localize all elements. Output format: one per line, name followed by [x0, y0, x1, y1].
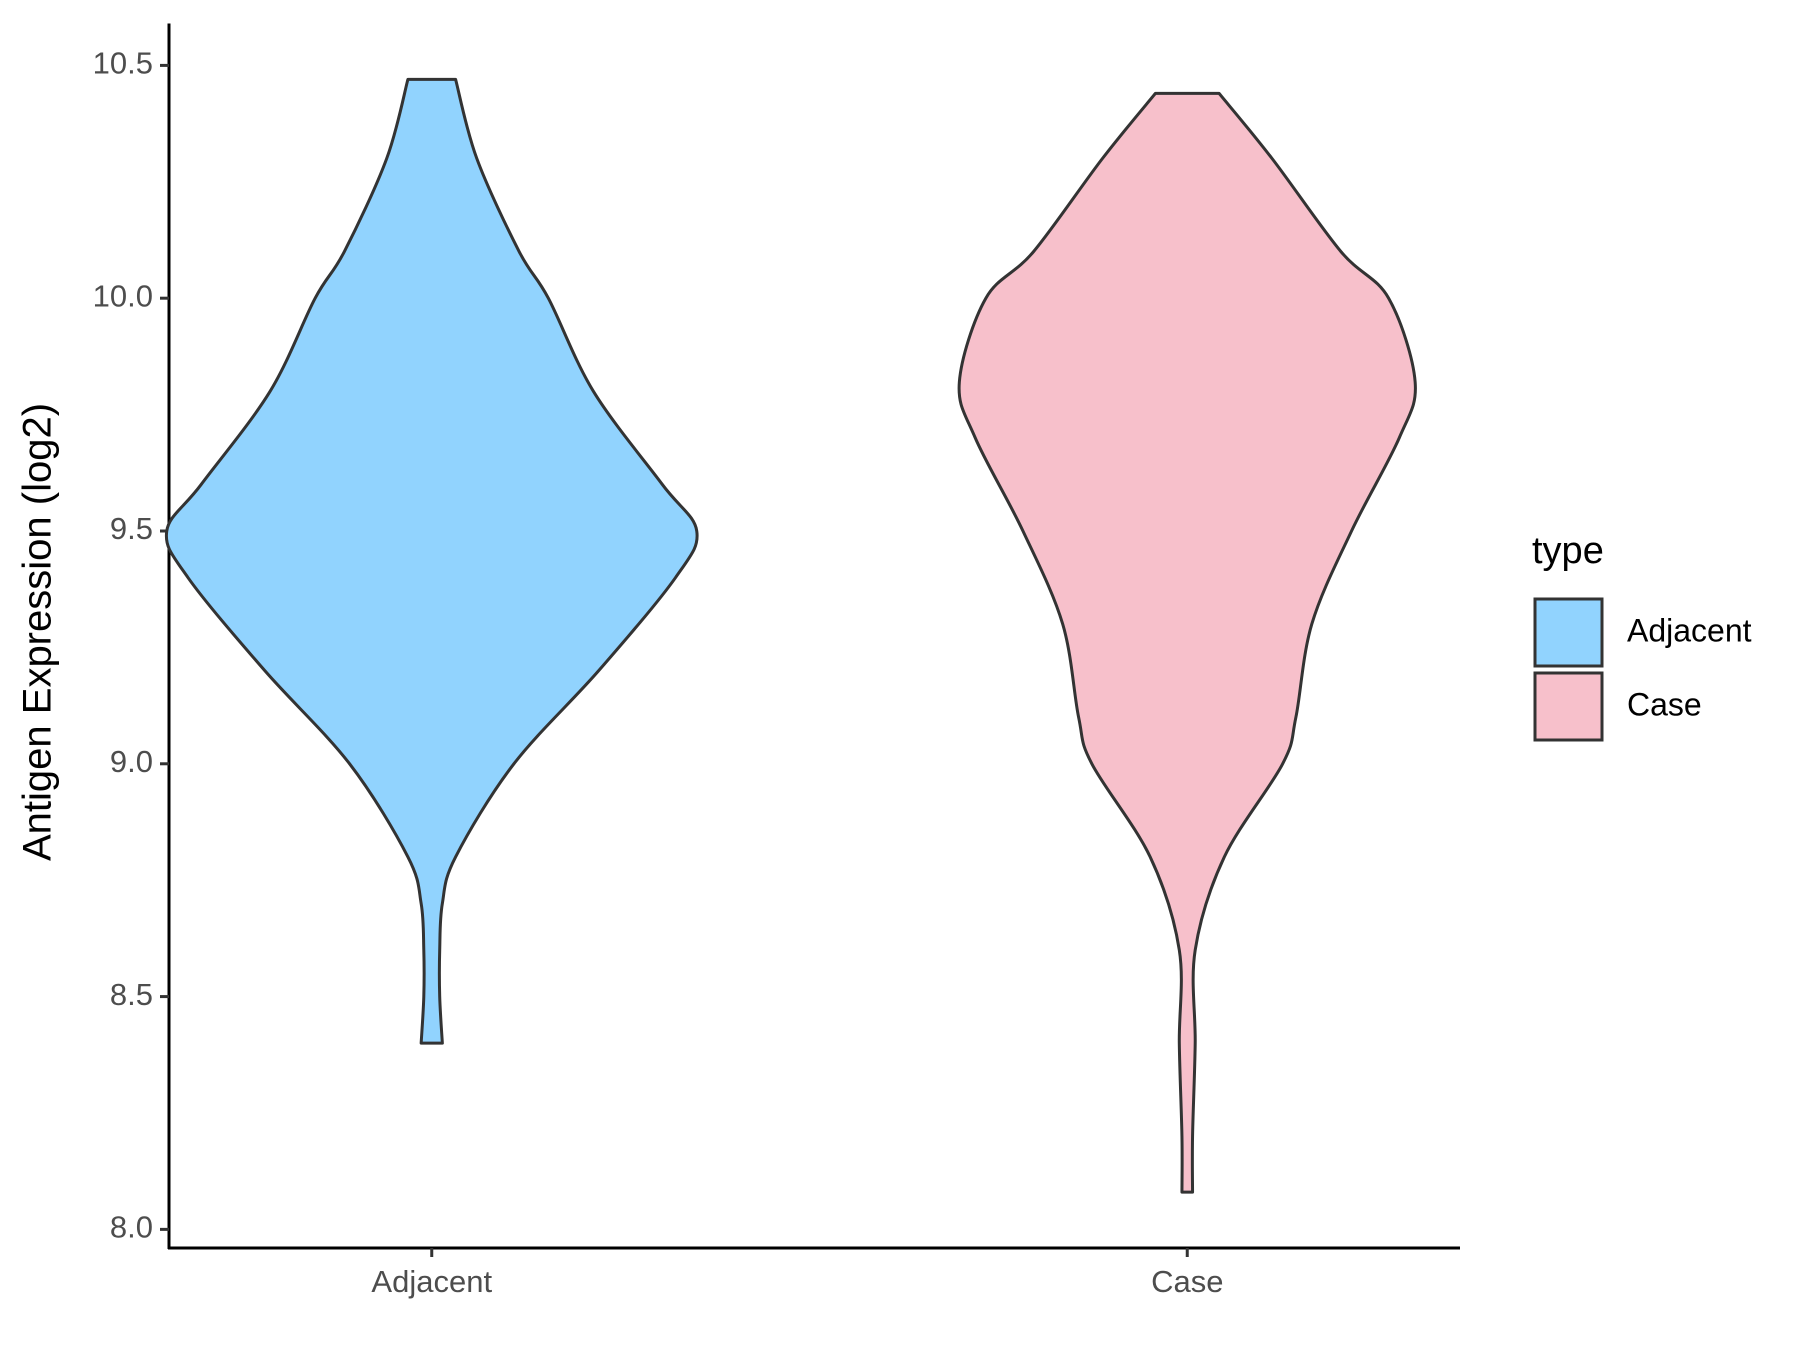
y-tick-label: 10.5 [93, 46, 153, 81]
legend-label: Adjacent [1627, 612, 1752, 648]
legend-key [1533, 671, 1604, 742]
y-tick-label: 9.5 [110, 511, 153, 546]
y-tick-label: 8.5 [110, 977, 153, 1012]
x-tick-label: Adjacent [371, 1264, 492, 1299]
y-tick-label: 10.0 [93, 278, 153, 313]
x-tick-label: Case [1151, 1264, 1223, 1299]
legend-title: type [1532, 530, 1604, 572]
violin [164, 77, 699, 1045]
y-axis-title: Antigen Expression (log2) [16, 403, 60, 861]
y-tick-label: 9.0 [110, 744, 153, 779]
legend-key [1533, 597, 1604, 668]
violin [957, 91, 1417, 1194]
legend-label: Case [1627, 686, 1702, 722]
y-tick-label: 8.0 [110, 1210, 153, 1245]
